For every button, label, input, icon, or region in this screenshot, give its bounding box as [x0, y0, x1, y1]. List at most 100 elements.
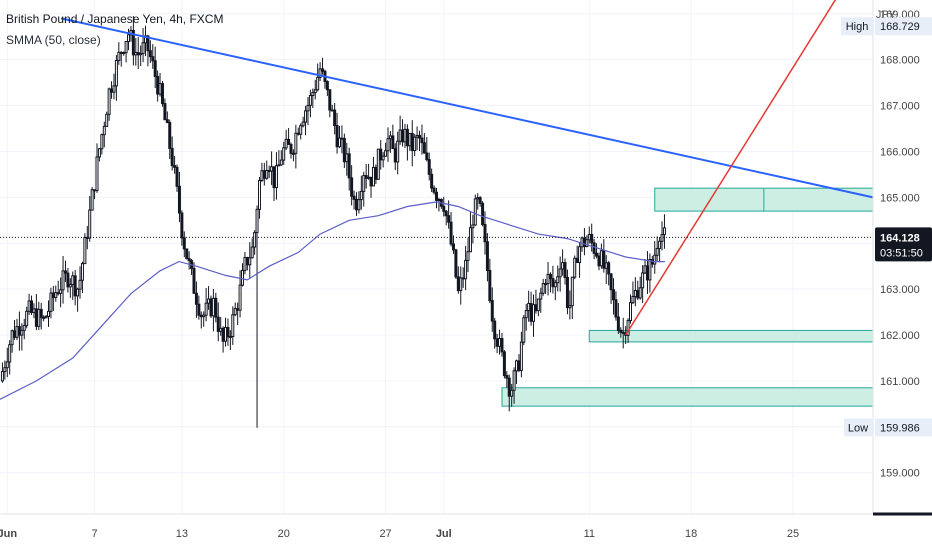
smma-line[interactable] — [0, 201, 665, 400]
candle-body[interactable] — [265, 169, 269, 179]
candle-body[interactable] — [430, 173, 434, 189]
candle-body[interactable] — [405, 128, 409, 147]
descending-trendline[interactable] — [60, 17, 874, 199]
candle-body[interactable] — [364, 175, 368, 179]
price-axis[interactable] — [873, 0, 932, 550]
candle-body[interactable] — [367, 176, 371, 179]
candle-body[interactable] — [13, 330, 17, 338]
candle-body[interactable] — [371, 166, 375, 187]
candle-body[interactable] — [313, 89, 317, 94]
candle-body[interactable] — [245, 257, 249, 266]
candle-body[interactable] — [78, 279, 82, 290]
candle-body[interactable] — [500, 338, 504, 353]
candle-body[interactable] — [556, 276, 560, 284]
candle-body[interactable] — [362, 175, 366, 192]
candle-body[interactable] — [413, 136, 417, 151]
candle-body[interactable] — [250, 246, 254, 259]
candle-body[interactable] — [63, 270, 67, 274]
candle-body[interactable] — [418, 134, 422, 139]
candle-body[interactable] — [202, 314, 206, 318]
candle-body[interactable] — [141, 42, 145, 55]
candle-body[interactable] — [160, 83, 164, 105]
candle-body[interactable] — [442, 205, 446, 212]
candle-body[interactable] — [0, 371, 4, 382]
candle-body[interactable] — [236, 308, 240, 311]
candle-body[interactable] — [468, 227, 472, 253]
candle-body[interactable] — [558, 268, 562, 278]
candle-body[interactable] — [253, 232, 257, 248]
candle-body[interactable] — [612, 289, 616, 301]
candle-body[interactable] — [595, 252, 599, 257]
candle-body[interactable] — [139, 53, 143, 56]
candle-body[interactable] — [391, 135, 395, 150]
candle-body[interactable] — [495, 338, 499, 347]
candle-body[interactable] — [207, 298, 211, 304]
candle-body[interactable] — [148, 50, 152, 58]
candle-body[interactable] — [175, 166, 179, 187]
candle-body[interactable] — [304, 110, 308, 123]
candle-body[interactable] — [311, 92, 315, 96]
candle-body[interactable] — [602, 250, 606, 269]
candle-body[interactable] — [32, 308, 36, 314]
candle-body[interactable] — [379, 148, 383, 161]
candle-body[interactable] — [228, 336, 232, 339]
candle-body[interactable] — [272, 166, 276, 189]
candle-body[interactable] — [633, 290, 637, 298]
candle-body[interactable] — [481, 202, 485, 225]
candle-body[interactable] — [238, 284, 242, 311]
candle-body[interactable] — [20, 329, 24, 336]
candle-body[interactable] — [34, 308, 38, 327]
candle-body[interactable] — [306, 104, 310, 112]
candle-body[interactable] — [478, 197, 482, 204]
candle-body[interactable] — [49, 292, 53, 312]
candle-body[interactable] — [510, 389, 514, 397]
candle-body[interactable] — [575, 257, 579, 264]
candle-body[interactable] — [17, 326, 21, 336]
candle-body[interactable] — [524, 310, 528, 319]
candle-body[interactable] — [435, 191, 438, 201]
candle-body[interactable] — [643, 265, 647, 274]
candle-body[interactable] — [662, 227, 666, 236]
candle-body[interactable] — [342, 137, 346, 163]
candle-body[interactable] — [257, 179, 261, 210]
candle-body[interactable] — [296, 132, 300, 135]
candle-body[interactable] — [357, 199, 361, 211]
candle-body[interactable] — [648, 259, 652, 281]
candle-body[interactable] — [260, 170, 264, 181]
candle-body[interactable] — [170, 147, 174, 167]
candle-body[interactable] — [619, 329, 623, 333]
candle-body[interactable] — [80, 263, 84, 281]
candle-body[interactable] — [22, 325, 26, 331]
candle-body[interactable] — [427, 159, 431, 175]
candle-body[interactable] — [102, 125, 106, 136]
candle-body[interactable] — [660, 234, 664, 242]
candle-body[interactable] — [321, 68, 325, 72]
candle-body[interactable] — [294, 132, 298, 154]
candle-body[interactable] — [289, 143, 293, 154]
candle-body[interactable] — [93, 189, 97, 192]
candle-body[interactable] — [563, 262, 567, 278]
candle-body[interactable] — [88, 209, 92, 239]
candle-body[interactable] — [616, 316, 620, 331]
candle-body[interactable] — [464, 259, 468, 280]
candle-body[interactable] — [425, 152, 429, 161]
candle-body[interactable] — [66, 272, 70, 288]
candle-body[interactable] — [233, 308, 237, 316]
candle-body[interactable] — [136, 52, 140, 56]
candle-body[interactable] — [76, 288, 80, 297]
candle-body[interactable] — [658, 240, 662, 249]
candle-body[interactable] — [517, 360, 521, 371]
candle-body[interactable] — [47, 310, 50, 317]
candle-body[interactable] — [444, 210, 448, 217]
candle-body[interactable] — [645, 265, 649, 281]
candle-body[interactable] — [277, 164, 281, 167]
current-price-tag[interactable] — [875, 227, 932, 262]
candle-body[interactable] — [59, 289, 63, 294]
candle-body[interactable] — [541, 283, 545, 294]
candle-body[interactable] — [97, 148, 101, 158]
candle-body[interactable] — [447, 215, 451, 223]
candle-body[interactable] — [568, 305, 572, 309]
candle-body[interactable] — [621, 331, 625, 334]
candle-body[interactable] — [325, 80, 329, 91]
candle-body[interactable] — [401, 129, 405, 143]
